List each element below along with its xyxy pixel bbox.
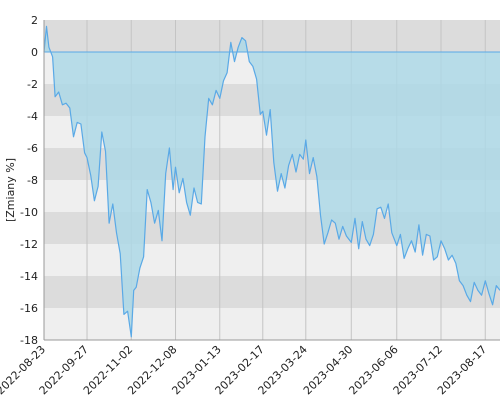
y-tick-labels: 2 0 -2 -4 -6 -8 -10 -12 -14 -16 -18 [20, 14, 38, 347]
y-tick-label: 2 [31, 14, 38, 27]
band [44, 308, 500, 340]
y-tick-label: 0 [31, 46, 38, 59]
y-tick-label: -6 [27, 142, 38, 155]
x-tick-labels: 2022-08-232022-09-272022-11-022022-12-08… [0, 343, 489, 397]
y-tick-label: -8 [27, 174, 38, 187]
y-tick-label: -12 [20, 238, 38, 251]
y-axis-label: [Zmiany %] [4, 158, 17, 222]
band [44, 20, 500, 52]
series-line [43, 25, 500, 338]
y-tick-label: -10 [20, 206, 38, 219]
y-tick-label: -2 [27, 78, 38, 91]
series-area [44, 26, 500, 337]
y-tick-label: -18 [20, 334, 38, 347]
y-tick-label: -16 [20, 302, 38, 315]
y-tick-label: -4 [27, 110, 38, 123]
y-tick-label: -14 [20, 270, 38, 283]
band [44, 276, 500, 308]
